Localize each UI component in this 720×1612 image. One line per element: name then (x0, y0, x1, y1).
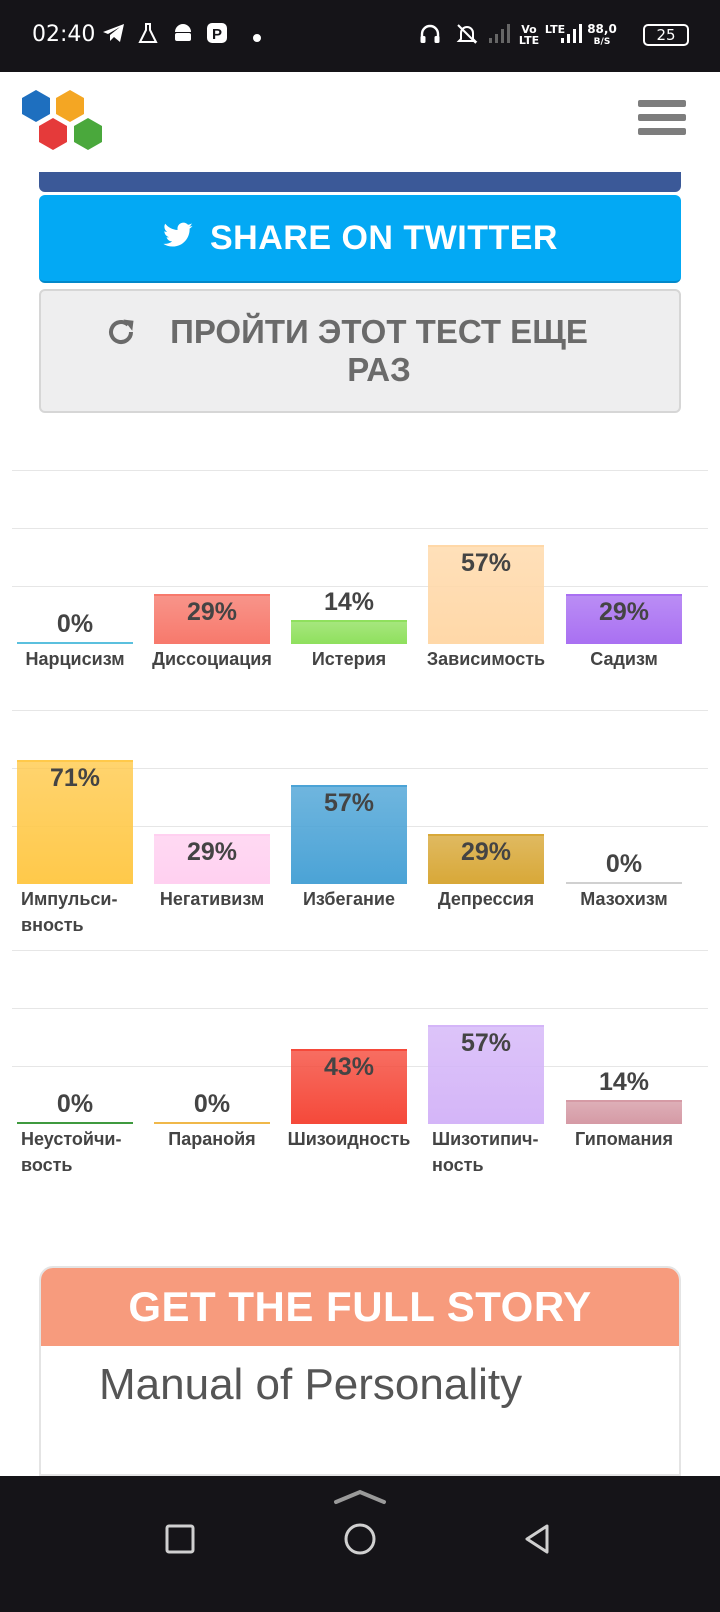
recent-apps-icon[interactable] (165, 1524, 195, 1558)
signal-strong-icon (560, 22, 584, 49)
chart-gridline (12, 1008, 708, 1009)
chart-bar (428, 1025, 544, 1124)
headset-icon (418, 22, 442, 51)
lte-indicator: LTE (544, 23, 566, 36)
chart-bar (566, 1100, 682, 1124)
flask-icon (138, 22, 158, 49)
android-icon (172, 22, 194, 49)
menu-icon[interactable] (638, 100, 686, 142)
chart-data-label: 14% (323, 588, 375, 616)
chart-bar (428, 834, 544, 884)
chart-bar (291, 1049, 407, 1124)
chart-bar (566, 882, 682, 884)
chart-category-label: Садизм (590, 649, 658, 669)
share-facebook-button[interactable] (39, 172, 681, 192)
chart-data-label: 57% (460, 1029, 512, 1057)
full-story-header: GET THE FULL STORY (41, 1268, 679, 1346)
telegram-icon (102, 22, 126, 49)
status-bar: 02:40 P Vo LTE LTE 88,0 B/S 25 (0, 0, 720, 72)
status-time: 02:40 (32, 22, 96, 47)
chart-category-label: Паранойя (168, 1129, 256, 1149)
chart-bar (154, 834, 270, 884)
svg-text:P: P (212, 26, 222, 43)
full-story-card: GET THE FULL STORY Manual of Personality (39, 1266, 681, 1476)
chart-bar (17, 642, 133, 644)
chart-gridline (12, 950, 708, 951)
chart-category-label: Диссоциация (152, 649, 272, 669)
chart-data-label: 71% (49, 764, 101, 792)
chart-category-label: Депрессия (437, 889, 535, 909)
personality-bar-chart: 0% Нарцисизм 29% Диссоциация 14% Истерия 57% За… (12, 470, 708, 1220)
chart-data-label: 29% (460, 838, 512, 866)
site-logo[interactable] (18, 86, 110, 158)
battery-icon: 25 (643, 24, 689, 46)
chart-data-label: 43% (323, 1053, 375, 1081)
net-speed-value: 88,0 (587, 22, 617, 36)
chart-bar (566, 594, 682, 644)
notification-dot-icon (252, 24, 262, 48)
parking-app-icon: P (206, 22, 228, 49)
back-icon[interactable] (522, 1523, 552, 1559)
chart-bar (17, 1122, 133, 1124)
chart-bar (428, 545, 544, 644)
chart-category-label: Неустойчи-вость (21, 1129, 122, 1175)
home-icon[interactable] (343, 1522, 377, 1560)
chart-bar (291, 620, 407, 644)
chart-category-label: Избегание (302, 889, 396, 909)
chart-data-label: 0% (56, 1090, 94, 1118)
chart-data-label: 0% (605, 850, 643, 878)
chart-category-label: Шизотипич-ность (432, 1129, 539, 1175)
net-speed-unit: B/S (593, 37, 611, 47)
chart-category-label: Истерия (311, 649, 387, 669)
chart-category-label: Нарцисизм (25, 649, 125, 669)
signal-weak-icon (488, 22, 512, 49)
chevron-up-icon[interactable] (332, 1486, 388, 1510)
share-twitter-label: SHARE ON TWITTER (210, 218, 558, 257)
refresh-icon (106, 317, 136, 351)
chart-data-label: 57% (323, 789, 375, 817)
volte-indicator: Vo LTE (518, 23, 540, 47)
chart-data-label: 14% (598, 1068, 650, 1096)
chart-category-label: Гипомания (575, 1129, 673, 1149)
chart-data-label: 0% (193, 1090, 231, 1118)
chart-data-label: 29% (186, 598, 238, 626)
chart-category-label: Шизоидность (287, 1129, 411, 1149)
chart-bar (154, 594, 270, 644)
chart-category-label: Негативизм (159, 889, 265, 909)
system-navigation-bar (0, 1476, 720, 1612)
chart-data-label: 29% (186, 838, 238, 866)
chart-gridline (12, 586, 708, 587)
retake-test-label: ПРОЙТИ ЭТОТ ТЕСТ ЕЩЕ РАЗ (170, 313, 588, 388)
chart-category-label: Зависимость (426, 649, 546, 669)
chart-bar (154, 1122, 270, 1124)
share-twitter-button[interactable]: SHARE ON TWITTER (39, 195, 681, 283)
full-story-title: Manual of Personality (99, 1360, 523, 1409)
chart-gridline (12, 470, 708, 471)
chart-data-label: 29% (598, 598, 650, 626)
chart-gridline (12, 768, 708, 769)
chart-data-label: 0% (56, 610, 94, 638)
chart-bar (17, 760, 133, 884)
chart-gridline (12, 528, 708, 529)
site-header (0, 72, 720, 172)
chart-category-label: Импульси-вность (21, 889, 118, 935)
chart-gridline (12, 710, 708, 711)
chart-category-label: Мазохизм (580, 889, 668, 909)
twitter-icon (162, 222, 194, 254)
chart-bar (291, 785, 407, 884)
bell-muted-icon (455, 22, 479, 51)
chart-data-label: 57% (460, 549, 512, 577)
retake-test-button[interactable]: ПРОЙТИ ЭТОТ ТЕСТ ЕЩЕ РАЗ (39, 289, 681, 413)
